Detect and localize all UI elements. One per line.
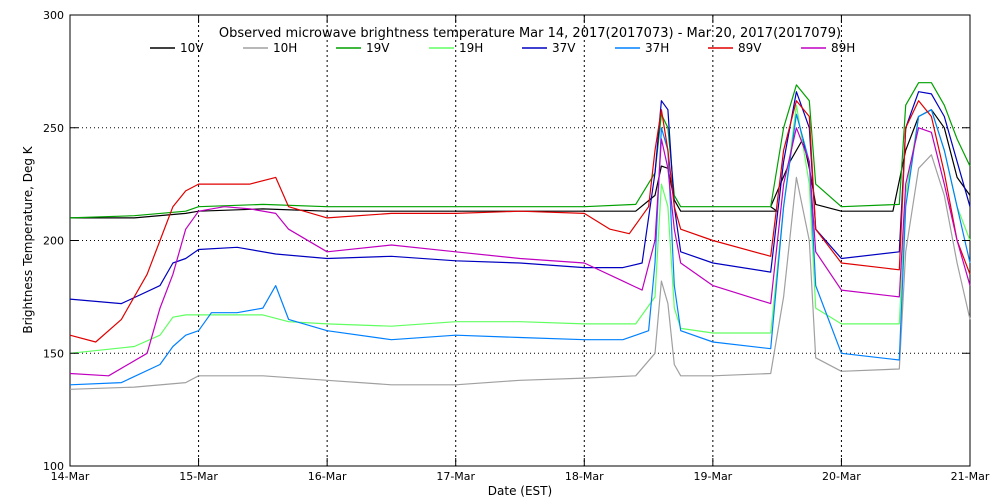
series-line-10v [70, 109, 971, 219]
series-line-37v [69, 91, 971, 305]
legend-label-89v: 89V [738, 41, 762, 55]
x-tick-label: 18-Mar [565, 470, 604, 483]
series-line-37h [69, 109, 971, 386]
x-tick-label: 20-Mar [822, 470, 861, 483]
axis-ticks: 14-Mar 15-Mar 16-Mar 17-Mar 18-Mar 19-Mar 20-M… [43, 9, 990, 483]
legend-label-19v: 19V [366, 41, 390, 55]
y-tick-label: 300 [43, 9, 64, 22]
x-axis-title: Date (EST) [488, 484, 552, 498]
x-tick-label: 14-Mar [51, 470, 90, 483]
series-line-10h [69, 154, 971, 390]
legend-label-19h: 19H [459, 41, 483, 55]
series-line-19v [69, 82, 971, 219]
legend-label-10v: 10V [180, 41, 204, 55]
x-tick-label: 21-Mar [951, 470, 990, 483]
legend-label-89h: 89H [831, 41, 855, 55]
grid [70, 15, 970, 466]
y-tick-label: 250 [43, 122, 64, 135]
chart-title: Observed microwave brightness temperatur… [219, 26, 841, 41]
legend-label-10h: 10H [273, 41, 297, 55]
series-lines [69, 82, 971, 390]
x-tick-label: 15-Mar [179, 470, 218, 483]
x-tick-label: 17-Mar [436, 470, 475, 483]
legend: 10V 10H 19V 19H 37V 37H 89V 89H [150, 41, 855, 55]
series-line-89h [69, 127, 971, 377]
legend-label-37h: 37H [645, 41, 669, 55]
series-line-19h [69, 104, 971, 354]
x-tick-label: 19-Mar [693, 470, 732, 483]
series-line-89v [69, 100, 971, 343]
y-tick-label: 100 [43, 460, 64, 473]
y-axis-title: Brightness Temperature, Deg K [21, 145, 35, 333]
x-tick-label: 16-Mar [308, 470, 347, 483]
y-tick-label: 150 [43, 347, 64, 360]
y-tick-label: 200 [43, 235, 64, 248]
legend-label-37v: 37V [552, 41, 576, 55]
